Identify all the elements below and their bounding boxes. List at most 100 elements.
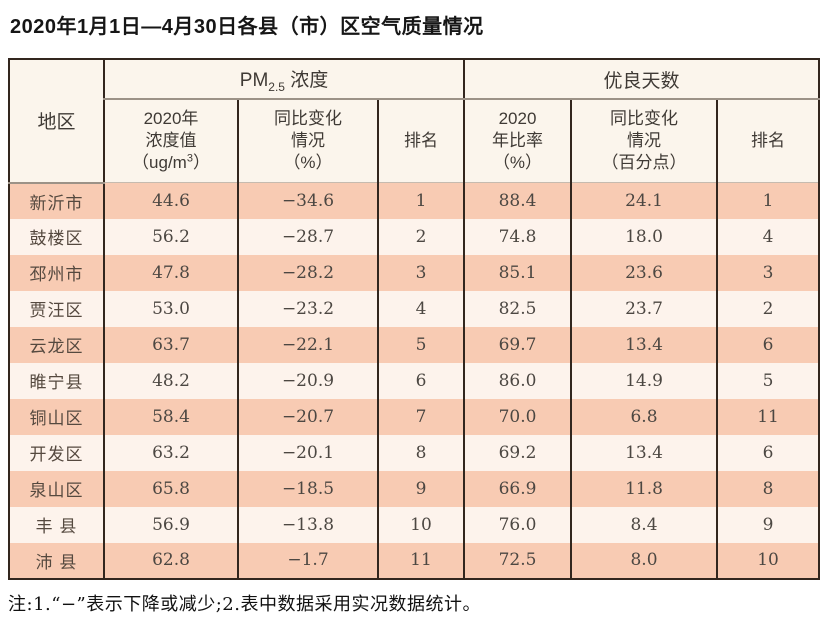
table-row: 云龙区 63.7 −22.1 5 69.7 13.4 6 xyxy=(8,326,820,363)
pm25-label-rest: 浓度 xyxy=(284,69,329,91)
pm-change-cell: −22.1 xyxy=(237,326,378,363)
group-header-row: 地区 PM2.5 浓度 优良天数 xyxy=(8,59,820,184)
pm-value-cell: 62.8 xyxy=(103,542,238,579)
days-rank-cell: 3 xyxy=(715,254,820,291)
days-ratio-cell: 74.8 xyxy=(463,218,571,255)
column-header-pm-change: 同比变化 情况 （%） xyxy=(237,99,378,183)
days-ratio-cell: 69.2 xyxy=(463,434,571,471)
pm-rank-cell: 7 xyxy=(377,398,464,435)
pm25-label-main: PM xyxy=(239,69,269,91)
table-row: 睢宁县 48.2 −20.9 6 86.0 14.9 5 xyxy=(8,362,820,399)
days-rank-cell: 10 xyxy=(715,542,820,579)
days-change-cell: 13.4 xyxy=(570,434,717,471)
region-cell: 丰 县 xyxy=(8,506,104,543)
pm-change-cell: −13.8 xyxy=(237,506,378,543)
table-row: 铜山区 58.4 −20.7 7 70.0 6.8 11 xyxy=(8,398,820,435)
days-change-cell: 11.8 xyxy=(570,470,717,507)
pm-rank-cell: 9 xyxy=(377,470,464,507)
pm-rank-cell: 1 xyxy=(377,182,464,219)
days-rank-cell: 6 xyxy=(715,326,820,363)
pm-change-cell: −1.7 xyxy=(237,542,378,579)
pm-rank-cell: 6 xyxy=(377,362,464,399)
pm-value-header-lines: 2020年 浓度值 xyxy=(143,109,199,150)
page-title: 2020年1月1日—4月30日各县（市）区空气质量情况 xyxy=(10,16,484,38)
days-ratio-cell: 69.7 xyxy=(463,326,571,363)
region-cell: 泉山区 xyxy=(8,470,104,507)
table-row: 邳州市 47.8 −28.2 3 85.1 23.6 3 xyxy=(8,254,820,291)
pm-rank-cell: 5 xyxy=(377,326,464,363)
pm-rank-cell: 11 xyxy=(377,542,464,579)
days-ratio-cell: 72.5 xyxy=(463,542,571,579)
days-ratio-cell: 82.5 xyxy=(463,290,571,327)
pm-value-cell: 48.2 xyxy=(103,362,238,399)
pm-value-cell: 65.8 xyxy=(103,470,238,507)
pm25-label-subscript: 2.5 xyxy=(268,79,285,94)
table-body: 新沂市 44.6 −34.6 1 88.4 24.1 1 鼓楼区 56.2 −2… xyxy=(8,182,820,579)
days-change-cell: 8.0 xyxy=(570,542,717,579)
table-row: 丰 县 56.9 −13.8 10 76.0 8.4 9 xyxy=(8,506,820,543)
region-cell: 新沂市 xyxy=(8,182,104,219)
pm-value-cell: 56.2 xyxy=(103,218,238,255)
column-group-pm25: PM2.5 浓度 xyxy=(103,59,464,100)
days-ratio-cell: 86.0 xyxy=(463,362,571,399)
days-rank-cell: 11 xyxy=(715,398,820,435)
days-rank-cell: 5 xyxy=(715,362,820,399)
region-cell: 睢宁县 xyxy=(8,362,104,399)
days-change-cell: 6.8 xyxy=(570,398,717,435)
days-change-cell: 18.0 xyxy=(570,218,717,255)
table-row: 鼓楼区 56.2 −28.7 2 74.8 18.0 4 xyxy=(8,218,820,255)
days-ratio-cell: 85.1 xyxy=(463,254,571,291)
pm-rank-cell: 2 xyxy=(377,218,464,255)
region-cell: 开发区 xyxy=(8,434,104,471)
days-rank-cell: 8 xyxy=(715,470,820,507)
pm-value-cell: 53.0 xyxy=(103,290,238,327)
pm-change-cell: −18.5 xyxy=(237,470,378,507)
pm-change-cell: −28.2 xyxy=(237,254,378,291)
pm-change-cell: −20.7 xyxy=(237,398,378,435)
column-group-good-days: 优良天数 xyxy=(462,59,820,100)
days-ratio-cell: 76.0 xyxy=(463,506,571,543)
region-cell: 贾汪区 xyxy=(8,290,104,327)
pm-value-unit: （ug/m3） xyxy=(132,152,210,173)
pm-change-cell: −34.6 xyxy=(237,182,378,219)
days-rank-cell: 1 xyxy=(715,182,820,219)
region-cell: 鼓楼区 xyxy=(8,218,104,255)
pm-value-cell: 63.2 xyxy=(103,434,238,471)
table-row: 贾汪区 53.0 −23.2 4 82.5 23.7 2 xyxy=(8,290,820,327)
column-header-days-rank: 排名 xyxy=(715,99,820,183)
pm-rank-cell: 10 xyxy=(377,506,464,543)
pm-value-unit-superscript: 3 xyxy=(186,152,193,165)
region-cell: 云龙区 xyxy=(8,326,104,363)
days-rank-cell: 4 xyxy=(715,218,820,255)
table-row: 新沂市 44.6 −34.6 1 88.4 24.1 1 xyxy=(8,182,820,219)
days-rank-cell: 2 xyxy=(715,290,820,327)
column-header-days-ratio: 2020 年比率 （%） xyxy=(463,99,571,183)
days-change-cell: 24.1 xyxy=(570,182,717,219)
column-header-pm-rank: 排名 xyxy=(377,99,464,183)
region-cell: 铜山区 xyxy=(8,398,104,435)
pm-value-cell: 44.6 xyxy=(103,182,238,219)
table-row: 开发区 63.2 −20.1 8 69.2 13.4 6 xyxy=(8,434,820,471)
pm-rank-cell: 4 xyxy=(377,290,464,327)
table-row: 泉山区 65.8 −18.5 9 66.9 11.8 8 xyxy=(8,470,820,507)
pm-rank-cell: 8 xyxy=(377,434,464,471)
pm-change-cell: −20.1 xyxy=(237,434,378,471)
pm-value-cell: 58.4 xyxy=(103,398,238,435)
days-ratio-cell: 88.4 xyxy=(463,182,571,219)
days-change-cell: 23.7 xyxy=(570,290,717,327)
days-rank-cell: 9 xyxy=(715,506,820,543)
region-cell: 沛 县 xyxy=(8,542,104,579)
table-row: 沛 县 62.8 −1.7 11 72.5 8.0 10 xyxy=(8,542,820,579)
days-rank-cell: 6 xyxy=(715,434,820,471)
days-change-cell: 8.4 xyxy=(570,506,717,543)
footnote: 注:1.“−”表示下降或减少;2.表中数据采用实况数据统计。 xyxy=(8,594,481,615)
pm-value-cell: 56.9 xyxy=(103,506,238,543)
days-ratio-cell: 66.9 xyxy=(463,470,571,507)
region-cell: 邳州市 xyxy=(8,254,104,291)
days-ratio-cell: 70.0 xyxy=(463,398,571,435)
days-change-cell: 23.6 xyxy=(570,254,717,291)
days-change-cell: 13.4 xyxy=(570,326,717,363)
pm-rank-cell: 3 xyxy=(377,254,464,291)
sub-header-row: 2020年 浓度值 （ug/m3） 同比变化 情况 （%） 排名 2020 年比率… xyxy=(9,99,820,183)
column-header-days-change: 同比变化 情况 （百分点） xyxy=(570,99,717,183)
